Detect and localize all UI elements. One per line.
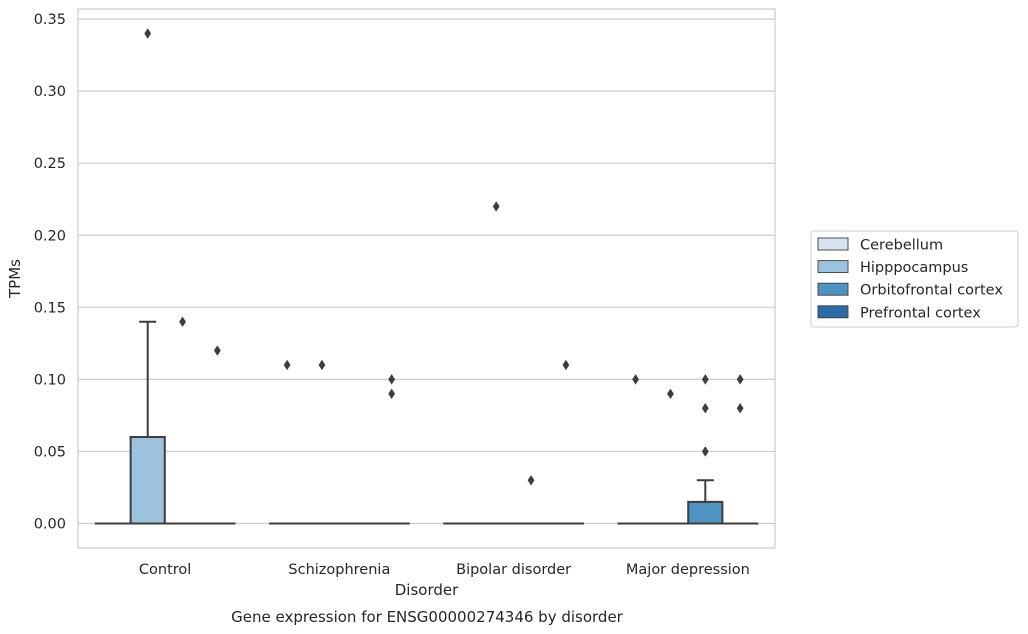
y-tick-label: 0.00 — [34, 517, 66, 533]
outlier-point — [667, 388, 674, 399]
legend-item: Prefrontal cortex — [817, 305, 981, 321]
legend-swatch — [817, 282, 849, 296]
y-tick-label: 0.15 — [34, 300, 66, 316]
y-tick-label: 0.25 — [34, 156, 66, 172]
outlier-point — [632, 374, 639, 385]
x-tick-label: Major depression — [626, 562, 750, 578]
legend-label: Hipppocampus — [860, 260, 968, 276]
y-tick-labels: 0.00 0.05 0.10 0.15 0.20 0.25 0.30 0.35 — [34, 12, 66, 532]
outlier-point — [701, 374, 709, 385]
plot-frame — [77, 8, 776, 549]
box-body — [687, 500, 724, 525]
grid-lines — [78, 18, 775, 525]
legend-swatch — [817, 260, 849, 274]
x-tick-label: Control — [139, 562, 191, 578]
outlier-point — [388, 374, 396, 385]
outlier-point — [736, 403, 744, 414]
outlier-point — [144, 28, 152, 39]
y-tick-label: 0.35 — [34, 12, 66, 28]
legend-item: Hipppocampus — [817, 260, 968, 276]
box-hipppocampus — [129, 320, 166, 525]
y-tick-label: 0.20 — [34, 228, 66, 244]
x-tick-labels: Control Schizophrenia Bipolar disorder Majo… — [139, 562, 750, 578]
legend-label: Orbitofrontal cortex — [860, 283, 1003, 299]
box-body — [129, 436, 166, 525]
legend-item: Orbitofrontal cortex — [817, 282, 1003, 299]
box-orbitofrontal-cortex — [687, 479, 724, 525]
outlier-point — [214, 345, 221, 356]
legend: Cerebellum Hipppocampus Orbitofrontal cort… — [810, 230, 1019, 328]
legend-swatch — [817, 305, 849, 319]
legend-label: Prefrontal cortex — [860, 305, 981, 321]
outlier-point — [562, 359, 570, 371]
outlier-point — [283, 359, 291, 371]
outlier-point — [527, 475, 535, 486]
legend-frame — [810, 230, 1019, 328]
y-tick-label: 0.30 — [34, 84, 66, 100]
legend-item: Cerebellum — [817, 237, 943, 254]
chart-caption: Gene expression for ENSG00000274346 by d… — [231, 608, 624, 626]
legend-swatch — [817, 237, 849, 251]
outlier-point — [388, 388, 396, 399]
outlier-points — [144, 28, 744, 486]
box-series — [94, 320, 759, 525]
outlier-point — [318, 359, 326, 371]
outlier-point — [701, 446, 709, 457]
legend-label: Cerebellum — [860, 238, 943, 254]
outlier-point — [736, 374, 744, 385]
x-axis-label: Disorder — [395, 581, 459, 599]
outlier-point — [492, 201, 500, 212]
outlier-point — [179, 316, 186, 327]
outlier-point — [701, 403, 709, 414]
y-axis-label: TPMs — [6, 259, 24, 299]
y-tick-label: 0.10 — [34, 372, 66, 388]
x-tick-label: Schizophrenia — [288, 562, 390, 578]
y-tick-label: 0.05 — [34, 444, 66, 460]
x-tick-label: Bipolar disorder — [456, 562, 571, 578]
